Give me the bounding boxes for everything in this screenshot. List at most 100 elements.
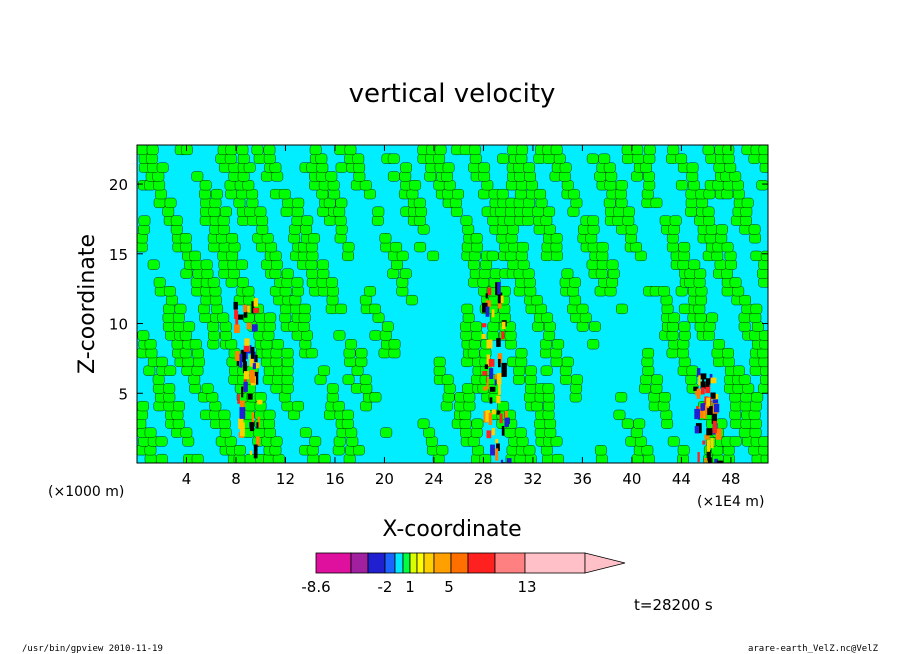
contour-cell bbox=[676, 180, 688, 191]
core-filament bbox=[497, 292, 503, 304]
colorbar-swatch bbox=[350, 552, 369, 574]
contour-cell bbox=[201, 268, 214, 279]
contour-cell bbox=[155, 188, 167, 200]
core-filament bbox=[700, 381, 706, 389]
contour-cell bbox=[199, 312, 212, 323]
footer-left: /usr/bin/gpview 2010-11-19 bbox=[22, 644, 163, 654]
contour-cell bbox=[162, 321, 175, 332]
contour-cell bbox=[326, 392, 339, 403]
contour-cell bbox=[603, 197, 616, 209]
contour-cell bbox=[163, 392, 176, 403]
contour-cell bbox=[586, 153, 599, 164]
core-filament bbox=[246, 322, 252, 330]
contour-cell bbox=[585, 233, 598, 244]
contour-cell bbox=[261, 171, 273, 182]
contour-cell bbox=[242, 286, 255, 297]
contour-cell bbox=[531, 401, 543, 412]
colorbar-swatch bbox=[367, 552, 386, 574]
contour-cell bbox=[225, 188, 238, 200]
contour-cell bbox=[514, 427, 527, 438]
contour-cell bbox=[281, 365, 294, 376]
contour-cell bbox=[359, 374, 372, 385]
colorbar-extend-arrow bbox=[584, 552, 626, 574]
contour-cell bbox=[543, 392, 555, 403]
contour-cell bbox=[189, 339, 202, 350]
core-filament bbox=[486, 376, 489, 390]
contour-cell bbox=[153, 197, 166, 209]
core-filament bbox=[233, 301, 238, 310]
core-filament bbox=[498, 381, 501, 395]
contour-cell bbox=[540, 215, 553, 226]
contour-cell bbox=[291, 277, 304, 288]
core-filament bbox=[251, 301, 255, 314]
contour-cell bbox=[324, 215, 336, 226]
contour-cell bbox=[334, 233, 347, 244]
core-filament bbox=[234, 324, 240, 334]
x-tick-label: 4 bbox=[182, 470, 192, 488]
contour-cell bbox=[551, 250, 563, 262]
colorbar-label: -8.6 bbox=[301, 578, 330, 596]
contour-cell bbox=[729, 277, 742, 288]
core-filament bbox=[504, 418, 509, 428]
contour-cell bbox=[643, 180, 656, 191]
contour-cell bbox=[270, 436, 283, 447]
contour-cell bbox=[342, 250, 354, 262]
core-filament bbox=[500, 295, 504, 304]
contour-cell bbox=[390, 241, 403, 253]
core-filament bbox=[497, 353, 503, 364]
contour-cell bbox=[144, 427, 157, 438]
y-axis: 5 10 15 20 bbox=[109, 176, 768, 403]
contour-cell bbox=[305, 259, 318, 270]
contour-cell bbox=[369, 303, 381, 315]
contour-cell bbox=[183, 321, 196, 332]
contour-cell bbox=[739, 295, 751, 306]
core-filament bbox=[239, 354, 243, 368]
contour-cell bbox=[156, 162, 169, 173]
contour-cell bbox=[569, 295, 582, 306]
contour-cell bbox=[749, 365, 762, 376]
contour-cell bbox=[497, 153, 509, 164]
contour-cell bbox=[406, 188, 419, 200]
contour-cell bbox=[137, 233, 148, 244]
contour-cell bbox=[209, 286, 222, 297]
contour-cell bbox=[513, 286, 526, 297]
contour-cell bbox=[679, 303, 691, 315]
contour-cell bbox=[567, 286, 579, 297]
contour-cell bbox=[721, 188, 734, 200]
contour-cell bbox=[460, 321, 472, 332]
core-filament bbox=[704, 434, 710, 440]
contour-cell bbox=[182, 436, 195, 447]
contour-cell bbox=[471, 330, 484, 341]
contour-cell bbox=[561, 356, 574, 368]
contour-cell bbox=[711, 250, 724, 262]
core-filament bbox=[704, 404, 709, 415]
contour-cell bbox=[722, 445, 735, 456]
contour-cell bbox=[300, 224, 313, 235]
contour-cell bbox=[497, 401, 510, 412]
contour-cell bbox=[396, 250, 409, 262]
contour-cell bbox=[387, 268, 400, 279]
y-tick-label: 10 bbox=[109, 316, 128, 334]
contour-cell bbox=[531, 295, 543, 306]
contour-cell bbox=[596, 250, 609, 262]
contour-cell bbox=[225, 339, 238, 350]
contour-cell bbox=[271, 171, 284, 182]
contour-cell bbox=[155, 436, 168, 447]
contour-cell bbox=[544, 418, 557, 429]
contour-cell bbox=[147, 259, 160, 270]
core-filament bbox=[486, 430, 492, 439]
contour-cell bbox=[170, 215, 183, 226]
contour-cell bbox=[704, 233, 717, 244]
contour-cell bbox=[341, 418, 354, 429]
core-filament bbox=[235, 351, 240, 362]
contour-cell bbox=[544, 224, 556, 235]
contour-cell bbox=[750, 418, 762, 429]
contour-cell bbox=[208, 330, 220, 341]
contour-cell bbox=[686, 365, 699, 376]
contour-cell bbox=[469, 153, 482, 164]
contour-cell bbox=[497, 224, 509, 235]
contour-cell bbox=[633, 418, 646, 429]
contour-cell bbox=[243, 162, 256, 173]
contour-cell bbox=[587, 224, 600, 235]
contour-cell bbox=[351, 365, 364, 376]
